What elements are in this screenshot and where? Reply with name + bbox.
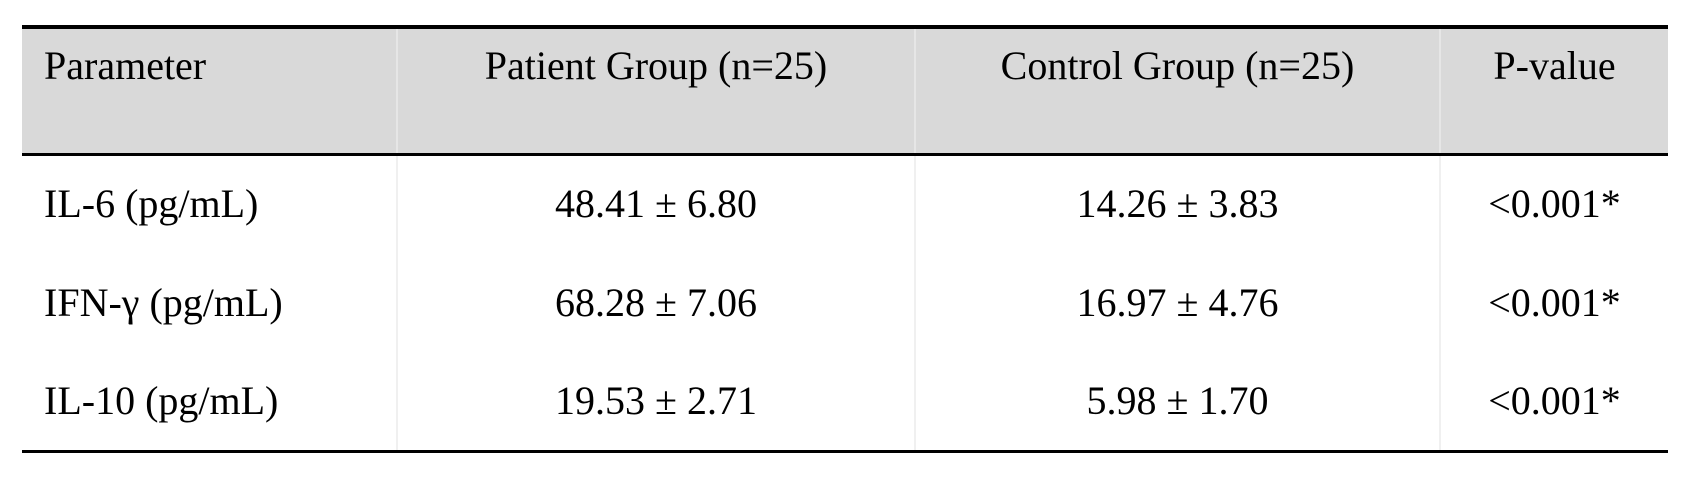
parameter-cell: IL-10 (pg/mL): [44, 377, 279, 423]
parameter-cell: IFN-γ (pg/mL): [44, 279, 283, 325]
header-row: Parameter Patient Group (n=25) Control G…: [22, 27, 1668, 154]
patient-value-cell: 48.41 ± 6.80: [396, 154, 915, 253]
patient-value-cell: 68.28 ± 7.06: [396, 253, 915, 352]
p-value-cell: <0.001*: [1439, 154, 1668, 253]
control-value-cell: 16.97 ± 4.76: [914, 253, 1440, 352]
parameter-cell: IL-6 (pg/mL): [44, 181, 259, 227]
control-value-cell: 14.26 ± 3.83: [914, 154, 1440, 253]
control-value-cell: 5.98 ± 1.70: [914, 352, 1440, 451]
col-header-control-group: Control Group (n=25): [914, 27, 1440, 154]
col-header-parameter: Parameter: [44, 43, 207, 88]
col-header-patient-group: Patient Group (n=25): [396, 27, 915, 154]
p-value-cell: <0.001*: [1439, 352, 1668, 451]
patient-value-cell: 19.53 ± 2.71: [396, 352, 915, 451]
table-row-il10: IL-10 (pg/mL) 19.53 ± 2.71 5.98 ± 1.70 <…: [22, 352, 1668, 451]
col-header-p-value: P-value: [1439, 27, 1668, 154]
results-table-container: Parameter Patient Group (n=25) Control G…: [22, 25, 1668, 453]
results-table: Parameter Patient Group (n=25) Control G…: [22, 25, 1668, 453]
table-row-il6: IL-6 (pg/mL) 48.41 ± 6.80 14.26 ± 3.83 <…: [22, 154, 1668, 253]
table-row-ifn-gamma: IFN-γ (pg/mL) 68.28 ± 7.06 16.97 ± 4.76 …: [22, 253, 1668, 352]
p-value-cell: <0.001*: [1439, 253, 1668, 352]
